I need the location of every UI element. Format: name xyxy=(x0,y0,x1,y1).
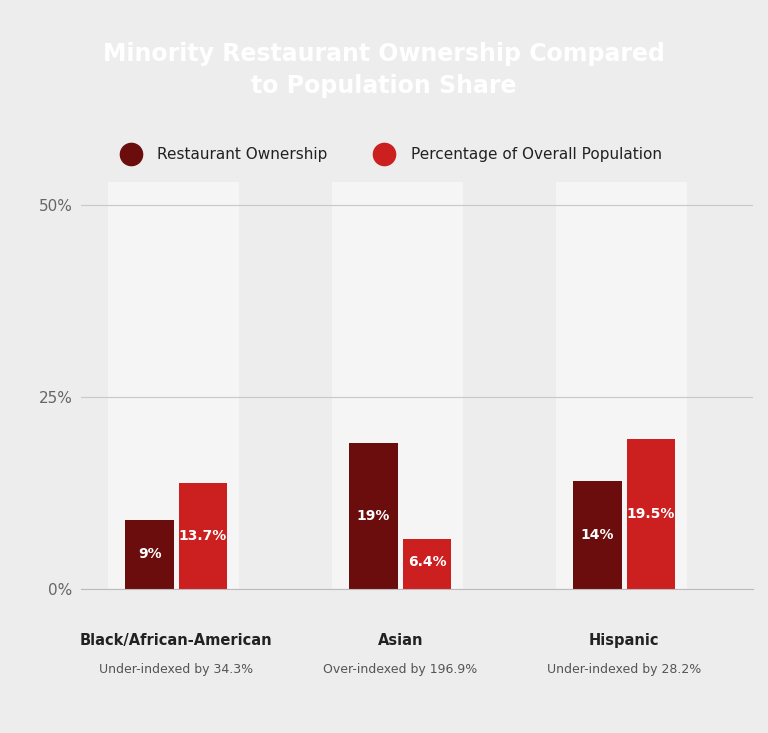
Bar xyxy=(333,182,463,589)
Text: 19.5%: 19.5% xyxy=(627,507,675,520)
Text: 6.4%: 6.4% xyxy=(408,555,446,569)
Text: Restaurant Ownership: Restaurant Ownership xyxy=(157,147,328,162)
Bar xyxy=(403,539,451,589)
Bar xyxy=(556,182,687,589)
Text: 19%: 19% xyxy=(357,509,390,523)
Text: Hispanic: Hispanic xyxy=(589,633,660,648)
Bar xyxy=(627,439,675,589)
Text: 9%: 9% xyxy=(137,547,161,561)
Text: Black/African-American: Black/African-American xyxy=(80,633,273,648)
Text: Asian: Asian xyxy=(378,633,423,648)
Text: 14%: 14% xyxy=(581,528,614,542)
Bar xyxy=(108,182,239,589)
Text: Minority Restaurant Ownership Compared
to Population Share: Minority Restaurant Ownership Compared t… xyxy=(103,43,665,97)
Text: Percentage of Overall Population: Percentage of Overall Population xyxy=(411,147,662,162)
Text: 13.7%: 13.7% xyxy=(179,529,227,543)
Text: Under-indexed by 34.3%: Under-indexed by 34.3% xyxy=(99,663,253,677)
Bar xyxy=(125,520,174,589)
Text: Over-indexed by 196.9%: Over-indexed by 196.9% xyxy=(323,663,478,677)
Text: Under-indexed by 28.2%: Under-indexed by 28.2% xyxy=(547,663,701,677)
Bar xyxy=(179,484,227,589)
Bar xyxy=(349,443,398,589)
Bar xyxy=(574,481,621,589)
